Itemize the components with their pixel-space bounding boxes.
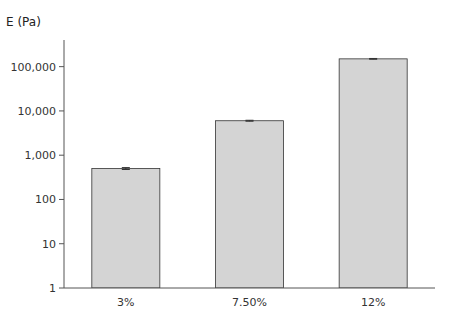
y-tick	[59, 66, 64, 67]
x-tick-label: 12%	[361, 296, 385, 309]
x-tick-label: 3%	[117, 296, 134, 309]
y-axis-label: E (Pa)	[6, 15, 41, 29]
x-tick-label: 7.50%	[232, 296, 267, 309]
y-axis-line	[64, 40, 65, 288]
y-tick-label: 100,000	[11, 61, 57, 74]
x-axis-line	[64, 288, 435, 289]
error-bar	[369, 58, 377, 60]
y-tick-label: 10,000	[18, 105, 57, 118]
y-tick	[59, 288, 64, 289]
y-tick	[59, 243, 64, 244]
y-tick	[59, 199, 64, 200]
error-bar	[246, 120, 254, 122]
bars	[92, 58, 407, 288]
y-tick-label: 10	[42, 238, 56, 251]
y-tick-label: 1,000	[25, 149, 57, 162]
error-bar	[122, 168, 130, 170]
bar	[339, 59, 407, 288]
y-tick	[59, 110, 64, 111]
x-axis: 3% 7.50% 12%	[64, 288, 435, 309]
y-tick	[59, 155, 64, 156]
chart-container: E (Pa) 1 10 100 1,000 10,000 100,000 3% 7.50% 12%	[0, 0, 449, 320]
y-axis: 1 10 100 1,000 10,000 100,000	[11, 40, 65, 295]
bar	[215, 121, 283, 288]
y-tick-label: 1	[49, 282, 56, 295]
chart-svg: E (Pa) 1 10 100 1,000 10,000 100,000 3% 7.50% 12%	[0, 0, 449, 320]
y-tick-label: 100	[35, 193, 56, 206]
bar	[92, 169, 160, 288]
